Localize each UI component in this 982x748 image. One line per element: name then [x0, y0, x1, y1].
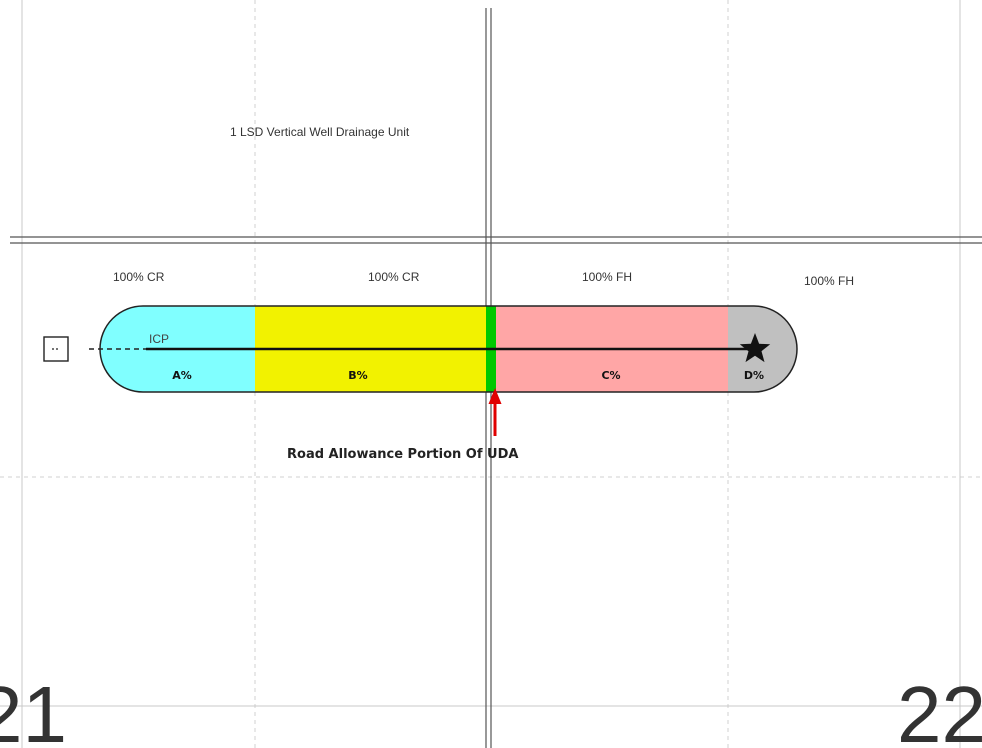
- road-allowance-label: Road Allowance Portion Of UDA: [287, 447, 518, 462]
- lsd-label: 100% FH: [582, 270, 632, 284]
- segment-b-label: B%: [348, 369, 367, 382]
- star-icon: [739, 333, 771, 363]
- road-allowance-arrow-icon: [488, 388, 502, 404]
- segment-d-label: D%: [744, 369, 764, 382]
- lsd-label: 100% CR: [368, 270, 420, 284]
- segment-a-label: A%: [172, 369, 192, 382]
- section-number-left: 21: [0, 670, 67, 748]
- lsd-label: 100% CR: [113, 270, 165, 284]
- segment-c-label: C%: [601, 369, 620, 382]
- lsd-label: 100% FH: [804, 274, 854, 288]
- icp-label: ICP: [149, 332, 169, 346]
- drainage-unit-label: 1 LSD Vertical Well Drainage Unit: [230, 125, 410, 139]
- section-number-right: 22: [897, 670, 982, 748]
